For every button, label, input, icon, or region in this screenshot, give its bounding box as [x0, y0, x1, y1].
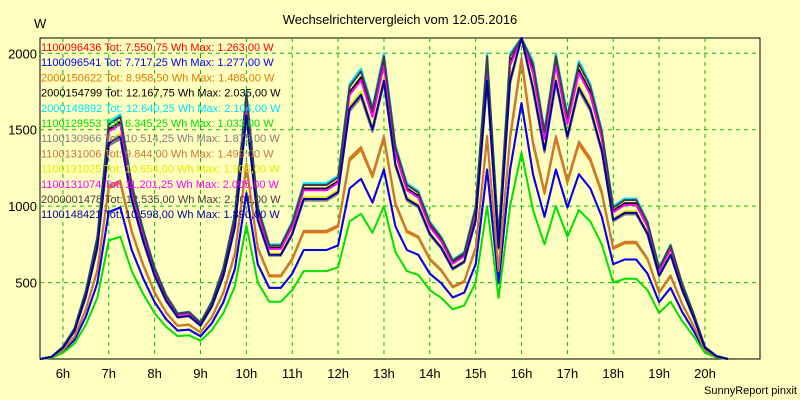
x-tick-label: 13h: [373, 366, 395, 381]
legend-entry: 1100129553 Tot: 6.345,25 Wh Max: 1.033,0…: [41, 118, 274, 130]
legend-entry: 1100096436 Tot: 7.550,75 Wh Max: 1.263,0…: [41, 42, 274, 54]
x-tick-label: 6h: [56, 366, 70, 381]
x-tick-label: 11h: [282, 366, 303, 381]
footer-credit: SunnyReport pinxit: [704, 385, 797, 397]
series-line: [39, 56, 729, 360]
x-tick-label: 8h: [147, 366, 161, 381]
x-axis: 6h 7h 8h 9h 10h 11h 12h 13h 14h 15h 16h 17h 18h 19h 20…: [56, 366, 716, 381]
x-tick-label: 14h: [419, 366, 441, 381]
legend-entry: 1100096541 Tot: 7.717,25 Wh Max: 1.277,0…: [41, 57, 274, 69]
legend-entry: 1100130966 Tot: 10.514,25 Wh Max: 1.873,…: [41, 133, 280, 145]
legend-entry: 1100148421 Tot: 10.598,00 Wh Max: 1.890,…: [41, 209, 280, 221]
legend-entry: 1100131074 Tot: 11.201,25 Wh Max: 2.005,…: [41, 179, 280, 191]
y-unit-label: W: [34, 16, 47, 31]
x-tick-label: 17h: [557, 366, 579, 381]
x-tick-label: 7h: [102, 366, 116, 381]
legend: 1100096436 Tot: 7.550,75 Wh Max: 1.263,0…: [41, 42, 281, 221]
x-tick-label: 16h: [511, 366, 533, 381]
legend-entry: 1100131025 Tot: 10.654,00 Wh Max: 1.906,…: [41, 164, 280, 176]
x-tick-label: 10h: [236, 366, 258, 381]
series-line: [39, 37, 729, 360]
x-tick-label: 15h: [465, 366, 487, 381]
x-tick-label: 9h: [193, 366, 207, 381]
legend-entry: 2000001478 Tot: 12.535,00 Wh Max: 2.101,…: [41, 194, 281, 206]
x-tick-label: 20h: [694, 366, 716, 381]
series-line: [39, 102, 729, 360]
chart-title: Wechselrichtervergleich vom 12.05.2016: [283, 12, 518, 27]
x-tick-label: 19h: [648, 366, 670, 381]
x-tick-label: 12h: [327, 366, 349, 381]
legend-entry: 2000150622 Tot: 8.958,50 Wh Max: 1.488,0…: [41, 72, 275, 84]
series-line: [39, 151, 729, 360]
y-tick-label: 1500: [8, 123, 37, 138]
y-tick-label: 1000: [8, 199, 37, 214]
legend-entry: 1100131006 Tot: 9.844,00 Wh Max: 1.499,0…: [41, 148, 274, 160]
y-axis: 500 1000 1500 2000: [8, 46, 37, 290]
series-lines: [39, 37, 729, 360]
plot-area: [39, 37, 761, 360]
series-line: [39, 37, 729, 360]
x-tick-label: 18h: [602, 366, 624, 381]
y-tick-label: 500: [15, 276, 37, 291]
y-tick-label: 2000: [8, 46, 37, 61]
series-line: [39, 37, 729, 360]
legend-entry: 2000149892 Tot: 12.640,25 Wh Max: 2.104,…: [41, 103, 281, 115]
legend-entry: 2000154799 Tot: 12.167,75 Wh Max: 2.035,…: [41, 88, 281, 100]
